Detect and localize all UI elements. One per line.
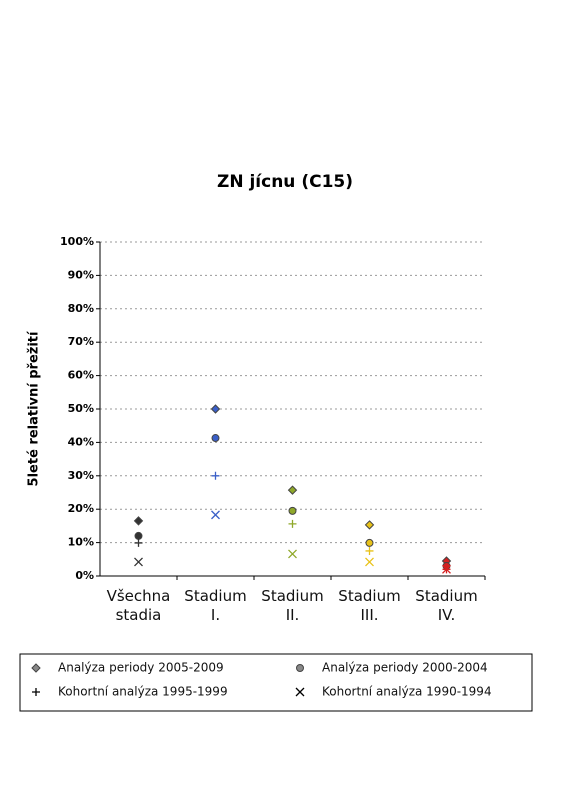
point (364, 520, 375, 530)
point (211, 434, 220, 443)
y-tick-label: 70% (68, 335, 94, 348)
y-tick-label: 40% (68, 435, 94, 448)
x-tick-label: Všechna stadia (106, 587, 171, 624)
point (365, 546, 374, 555)
point (365, 557, 374, 567)
legend-marker (32, 688, 40, 696)
y-tick-label: 100% (60, 235, 94, 248)
point (288, 549, 297, 559)
point (133, 516, 144, 526)
x-tick-label: Stadium II. (261, 587, 324, 624)
legend-label: Kohortní analýza 1990-1994 (322, 685, 492, 699)
x-tick-label: Stadium IV. (415, 587, 478, 624)
y-axis-label: 5leté relativní přežití (27, 330, 42, 486)
y-tick-label: 20% (68, 502, 94, 515)
x-tick-label: Stadium III. (338, 587, 401, 624)
legend-box (19, 653, 533, 712)
y-tick-label: 0% (75, 569, 94, 582)
point (134, 538, 143, 547)
y-tick-label: 10% (68, 536, 94, 549)
legend-label: Analýza periody 2000-2004 (322, 661, 488, 675)
point (287, 485, 298, 495)
point (288, 506, 297, 515)
y-tick-label: 30% (68, 469, 94, 482)
y-tick-label: 90% (68, 268, 94, 281)
y-tick-label: 80% (68, 302, 94, 315)
legend-label: Kohortní analýza 1995-1999 (58, 685, 228, 699)
y-tick-label: 60% (68, 369, 94, 382)
x-tick-label: Stadium I. (184, 587, 247, 624)
legend-marker (295, 687, 305, 697)
legend-marker (296, 664, 304, 672)
y-tick-label: 50% (68, 402, 94, 415)
point (442, 564, 451, 574)
point (211, 471, 220, 480)
point (211, 510, 220, 520)
point (134, 557, 143, 567)
point (210, 404, 221, 414)
legend-marker (31, 663, 41, 673)
point (365, 538, 374, 547)
chart-title: ZN jícnu (C15) (217, 172, 353, 192)
point (134, 531, 143, 540)
point (288, 519, 297, 528)
legend-label: Analýza periody 2005-2009 (58, 661, 224, 675)
